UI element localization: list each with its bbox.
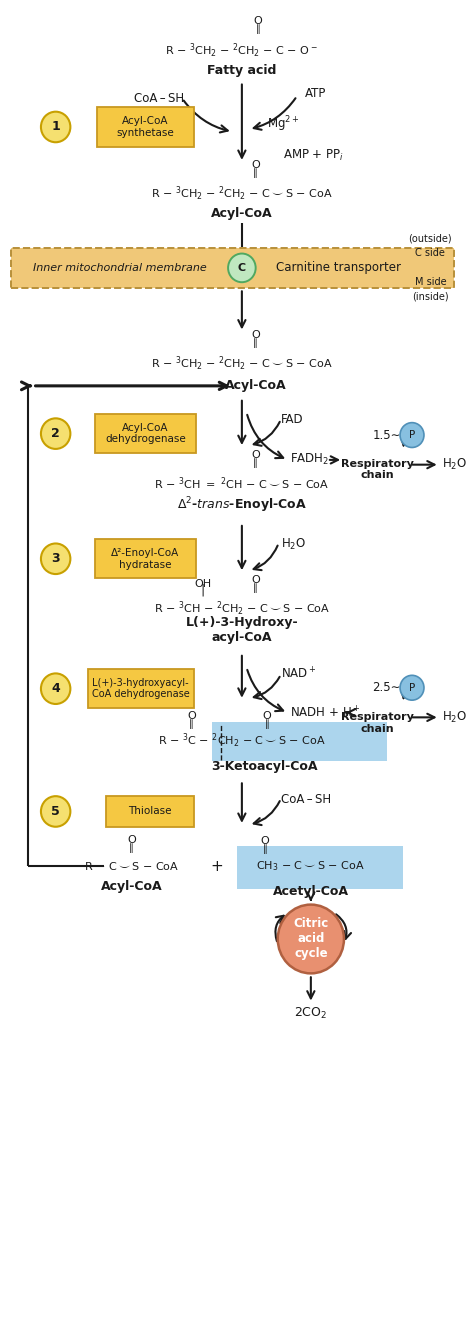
Text: 4: 4 — [51, 682, 60, 696]
Text: AMP + PP$_i$: AMP + PP$_i$ — [283, 148, 344, 164]
Bar — [11, 248, 454, 287]
FancyBboxPatch shape — [95, 539, 196, 579]
Text: O: O — [251, 450, 260, 459]
Text: O: O — [187, 712, 196, 721]
Text: Δ²-Enoyl-CoA
hydratase: Δ²-Enoyl-CoA hydratase — [111, 548, 180, 569]
Text: 2.5∼: 2.5∼ — [373, 681, 401, 694]
Text: ATP: ATP — [305, 87, 326, 99]
Text: ∥: ∥ — [253, 583, 258, 594]
FancyBboxPatch shape — [237, 846, 403, 889]
FancyBboxPatch shape — [212, 723, 387, 761]
Text: 2CO$_2$: 2CO$_2$ — [294, 1006, 328, 1021]
Circle shape — [228, 254, 255, 282]
Text: M side: M side — [415, 277, 446, 287]
Text: OH: OH — [194, 579, 211, 588]
Text: 2: 2 — [51, 427, 60, 441]
Text: Respiratory
chain: Respiratory chain — [341, 459, 414, 481]
Text: Inner mitochondrial membrane: Inner mitochondrial membrane — [33, 263, 207, 273]
Text: R $-$ $^3$CH$_2$ $-$ $^2$CH$_2$ $-$ C$\smile$S $-$ CoA: R $-$ $^3$CH$_2$ $-$ $^2$CH$_2$ $-$ C$\s… — [151, 184, 333, 203]
Text: +: + — [210, 860, 223, 874]
Text: ∥: ∥ — [253, 458, 258, 467]
Text: Respiratory
chain: Respiratory chain — [341, 712, 414, 733]
FancyBboxPatch shape — [88, 669, 193, 708]
Text: L(+)-3-hydroxyacyl-
CoA dehydrogenase: L(+)-3-hydroxyacyl- CoA dehydrogenase — [92, 678, 190, 700]
Circle shape — [278, 905, 344, 974]
Text: NADH + H$^+$: NADH + H$^+$ — [290, 705, 361, 720]
Circle shape — [400, 676, 424, 700]
Text: ∥: ∥ — [253, 168, 258, 179]
Text: Fatty acid: Fatty acid — [207, 64, 276, 77]
Circle shape — [400, 423, 424, 447]
Text: Citric
acid
cycle: Citric acid cycle — [293, 917, 328, 960]
Text: R $-$ $^3$CH $-$ $^2$CH$_2$ $-$ C$\smile$S $-$ CoA: R $-$ $^3$CH $-$ $^2$CH$_2$ $-$ C$\smile… — [154, 600, 330, 618]
Text: Carnitine transporter: Carnitine transporter — [276, 262, 401, 274]
Text: H$_2$O: H$_2$O — [442, 457, 467, 473]
Text: 3: 3 — [51, 552, 60, 565]
Text: O: O — [251, 329, 260, 340]
Text: $\Delta^2$-$\it{trans}$-Enoyl-CoA: $\Delta^2$-$\it{trans}$-Enoyl-CoA — [177, 496, 307, 514]
Text: Mg$^{2+}$: Mg$^{2+}$ — [267, 114, 300, 134]
Text: 5: 5 — [51, 804, 60, 818]
Circle shape — [41, 418, 70, 449]
Text: O: O — [261, 837, 269, 846]
Text: O: O — [251, 575, 260, 586]
Text: Acetyl-CoA: Acetyl-CoA — [273, 885, 349, 897]
Text: ∥: ∥ — [263, 845, 267, 854]
Text: P: P — [409, 430, 415, 441]
Circle shape — [41, 544, 70, 573]
Text: C side: C side — [416, 247, 446, 258]
Text: O: O — [127, 835, 136, 845]
Text: R $-$ $^3$C $-$ $^2$CH$_2$ $-$ C$\smile$S $-$ CoA: R $-$ $^3$C $-$ $^2$CH$_2$ $-$ C$\smile$… — [158, 732, 326, 751]
Text: CH$_3$ $-$ C$\smile$S $-$ CoA: CH$_3$ $-$ C$\smile$S $-$ CoA — [256, 860, 365, 873]
Text: ∥: ∥ — [129, 843, 134, 853]
Text: Acyl-CoA
synthetase: Acyl-CoA synthetase — [117, 115, 174, 138]
Text: NAD$^+$: NAD$^+$ — [281, 666, 317, 682]
Text: 1: 1 — [51, 121, 60, 133]
Circle shape — [41, 796, 70, 827]
Text: 1.5∼: 1.5∼ — [373, 428, 401, 442]
Text: CoA – SH: CoA – SH — [134, 91, 184, 105]
Text: R $-$ $^3$CH$_2$ $-$ $^2$CH$_2$ $-$ C$\smile$S $-$ CoA: R $-$ $^3$CH$_2$ $-$ $^2$CH$_2$ $-$ C$\s… — [151, 355, 333, 372]
Text: O: O — [254, 16, 262, 26]
FancyBboxPatch shape — [106, 795, 193, 827]
Text: ∥: ∥ — [253, 337, 258, 348]
Text: R $-$ $^3$CH $=$ $^2$CH $-$ C$\smile$S $-$ CoA: R $-$ $^3$CH $=$ $^2$CH $-$ C$\smile$S $… — [154, 475, 329, 492]
Text: H$_2$O: H$_2$O — [442, 710, 467, 725]
Text: C: C — [238, 263, 246, 273]
Text: FAD: FAD — [281, 412, 303, 426]
Text: Acyl-CoA: Acyl-CoA — [211, 207, 273, 220]
FancyBboxPatch shape — [95, 414, 196, 453]
Text: 3-Ketoacyl-CoA: 3-Ketoacyl-CoA — [211, 760, 318, 772]
Text: ∥: ∥ — [265, 720, 270, 729]
Text: Acyl-CoA
dehydrogenase: Acyl-CoA dehydrogenase — [105, 423, 186, 445]
Text: Acyl-CoA: Acyl-CoA — [100, 880, 162, 893]
Text: P: P — [409, 682, 415, 693]
Text: ∥: ∥ — [255, 24, 260, 34]
Text: (outside): (outside) — [409, 234, 452, 243]
Text: O: O — [251, 160, 260, 171]
Text: O: O — [263, 712, 272, 721]
FancyBboxPatch shape — [97, 107, 193, 146]
Text: ∥: ∥ — [189, 720, 194, 729]
Text: CoA – SH: CoA – SH — [281, 792, 331, 806]
Text: (inside): (inside) — [412, 291, 449, 302]
Text: H$_2$O: H$_2$O — [281, 537, 306, 552]
Circle shape — [41, 673, 70, 704]
Text: FADH$_2$: FADH$_2$ — [290, 453, 329, 467]
Text: |: | — [201, 584, 205, 598]
Text: R $-$ $^3$CH$_2$ $-$ $^2$CH$_2$ $-$ C $-$ O$^-$: R $-$ $^3$CH$_2$ $-$ $^2$CH$_2$ $-$ C $-… — [165, 42, 318, 59]
Text: Thiolase: Thiolase — [128, 806, 172, 817]
Text: L(+)-3-Hydroxy-
acyl-CoA: L(+)-3-Hydroxy- acyl-CoA — [185, 616, 298, 645]
Text: Acyl-CoA: Acyl-CoA — [225, 379, 286, 392]
Text: R $-$ C$\smile$S $-$ CoA: R $-$ C$\smile$S $-$ CoA — [84, 861, 179, 873]
Circle shape — [41, 111, 70, 142]
